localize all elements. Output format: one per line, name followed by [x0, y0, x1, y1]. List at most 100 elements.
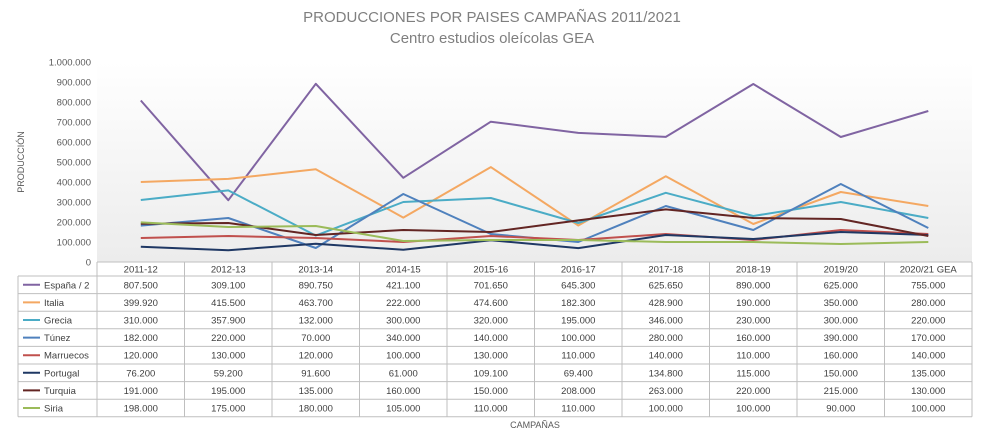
- y-tick-label: 900.000: [57, 78, 91, 89]
- legend-entry: Marruecos: [44, 351, 89, 362]
- data-table-cell: 701.650: [474, 280, 508, 291]
- data-table-cell: 399.920: [124, 298, 158, 309]
- data-table-cell: 463.700: [299, 298, 333, 309]
- legend-entry: Turquia: [44, 386, 77, 397]
- series-line: [140, 221, 929, 245]
- y-tick-label: 1.000.000: [49, 58, 91, 69]
- data-table-cell: 191.000: [124, 386, 158, 397]
- y-tick-label: 400.000: [57, 178, 91, 189]
- chart-title: PRODUCCIONES POR PAISES CAMPAÑAS 2011/20…: [303, 9, 681, 26]
- x-axis-title: CAMPAÑAS: [510, 420, 560, 430]
- data-table-cell: 140.000: [474, 333, 508, 344]
- data-table-cell: 110.000: [736, 351, 770, 362]
- legend-entry: Portugal: [44, 368, 79, 379]
- data-table-cell: 120.000: [124, 351, 158, 362]
- data-table-cell: 160.000: [736, 333, 770, 344]
- data-table-cell: 220.000: [911, 316, 945, 327]
- y-tick-label: 800.000: [57, 98, 91, 109]
- data-table-cell: 215.000: [824, 386, 858, 397]
- data-table-cell: 150.000: [824, 368, 858, 379]
- data-table-cell: 263.000: [649, 386, 683, 397]
- data-table-cell: 90.000: [826, 404, 855, 415]
- legend-entry: Grecia: [44, 316, 73, 327]
- data-table-cell: 61.000: [389, 368, 418, 379]
- data-table-cell: 140.000: [649, 351, 683, 362]
- data-table-cell: 350.000: [824, 298, 858, 309]
- data-table-cell: 100.000: [649, 404, 683, 415]
- data-table-cell: 222.000: [386, 298, 420, 309]
- series-line: [140, 208, 929, 237]
- data-table-cell: 890.750: [299, 280, 333, 291]
- y-tick-label: 200.000: [57, 218, 91, 229]
- data-table-cell: 91.600: [301, 368, 330, 379]
- data-table-cell: 198.000: [124, 404, 158, 415]
- data-table-cell: 110.000: [561, 404, 595, 415]
- chart-subtitle: Centro estudios oleícolas GEA: [390, 30, 594, 47]
- data-table-cell: 357.900: [211, 316, 245, 327]
- data-table-cell: 421.100: [386, 280, 420, 291]
- data-table-cell: 320.000: [474, 316, 508, 327]
- data-table-cell: 115.000: [736, 368, 770, 379]
- x-tick-label: 2013-14: [298, 265, 333, 276]
- data-table-cell: 59.200: [214, 368, 243, 379]
- data-table-cell: 110.000: [561, 351, 595, 362]
- x-tick-label: 2012-13: [211, 265, 246, 276]
- legend-entry: Siria: [44, 404, 64, 415]
- data-table-cell: 134.800: [649, 368, 683, 379]
- data-table-cell: 130.000: [911, 386, 945, 397]
- data-table-cell: 109.100: [474, 368, 508, 379]
- data-table-cell: 70.000: [301, 333, 330, 344]
- data-table-cell: 625.650: [649, 280, 683, 291]
- y-tick-label: 600.000: [57, 138, 91, 149]
- data-table-cell: 807.500: [124, 280, 158, 291]
- plot-area: [97, 62, 972, 262]
- data-table-cell: 280.000: [911, 298, 945, 309]
- data-table-cell: 160.000: [386, 386, 420, 397]
- legend-entry: Italia: [44, 298, 65, 309]
- data-table-cell: 310.000: [124, 316, 158, 327]
- series-line: [140, 189, 929, 237]
- y-tick-label: 0: [86, 258, 91, 269]
- data-table-cell: 428.900: [649, 298, 683, 309]
- data-table-cell: 208.000: [561, 386, 595, 397]
- x-tick-label: 2019/20: [824, 265, 858, 276]
- y-axis-title: PRODUCCIÓN: [16, 131, 26, 193]
- data-table-cell: 100.000: [911, 404, 945, 415]
- x-tick-label: 2017-18: [648, 265, 683, 276]
- data-table-cell: 135.000: [299, 386, 333, 397]
- x-tick-label: 2020/21 GEA: [900, 265, 958, 276]
- data-table-cell: 645.300: [561, 280, 595, 291]
- y-tick-label: 100.000: [57, 238, 91, 249]
- data-table-cell: 309.100: [211, 280, 245, 291]
- data-table-cell: 190.000: [736, 298, 770, 309]
- data-table-cell: 170.000: [911, 333, 945, 344]
- data-table-cell: 105.000: [386, 404, 420, 415]
- y-tick-label: 500.000: [57, 158, 91, 169]
- data-table-cell: 182.000: [124, 333, 158, 344]
- data-table-cell: 130.000: [474, 351, 508, 362]
- data-table-cell: 300.000: [386, 316, 420, 327]
- data-table-cell: 100.000: [386, 351, 420, 362]
- series-line: [140, 231, 929, 252]
- legend-entry: Túnez: [44, 333, 71, 344]
- data-table-cell: 175.000: [211, 404, 245, 415]
- x-tick-label: 2011-12: [124, 265, 158, 276]
- data-table-cell: 230.000: [736, 316, 770, 327]
- data-table-cell: 340.000: [386, 333, 420, 344]
- data-table-cell: 890.000: [736, 280, 770, 291]
- series-line: [140, 82, 929, 202]
- data-table-cell: 120.000: [299, 351, 333, 362]
- data-table-cell: 195.000: [561, 316, 595, 327]
- data-table-cell: 220.000: [736, 386, 770, 397]
- y-tick-label: 300.000: [57, 198, 91, 209]
- y-tick-label: 700.000: [57, 118, 91, 129]
- x-tick-label: 2014-15: [386, 265, 421, 276]
- x-tick-label: 2018-19: [736, 265, 771, 276]
- data-table-cell: 180.000: [299, 404, 333, 415]
- data-table-cell: 76.200: [126, 368, 155, 379]
- data-table-cell: 220.000: [211, 333, 245, 344]
- data-table-cell: 755.000: [911, 280, 945, 291]
- data-table-cell: 69.400: [564, 368, 593, 379]
- data-table-cell: 160.000: [824, 351, 858, 362]
- data-table-cell: 182.300: [561, 298, 595, 309]
